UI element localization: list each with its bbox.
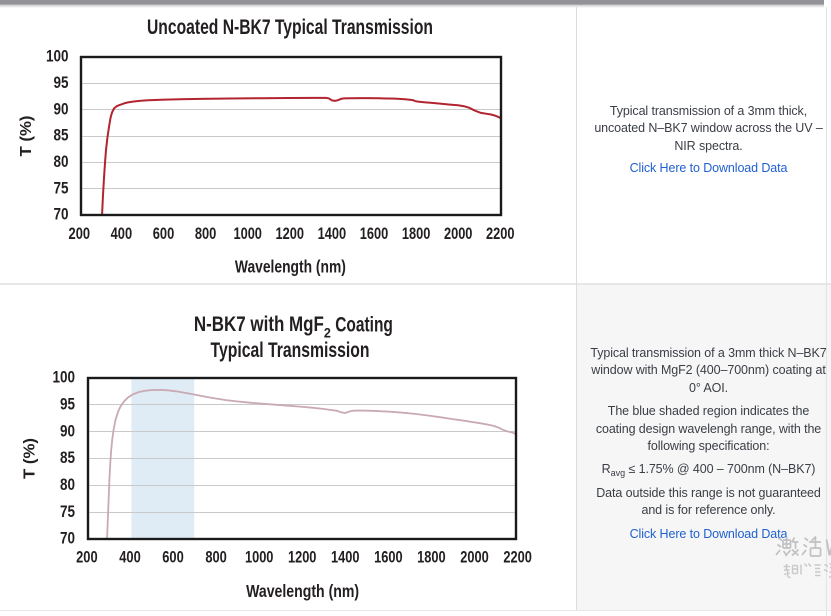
- svg-text:95: 95: [54, 74, 69, 92]
- svg-text:600: 600: [153, 225, 175, 243]
- svg-text:70: 70: [60, 530, 75, 548]
- svg-text:Uncoated N-BK7 Typical Transmi: Uncoated N-BK7 Typical Transmission: [147, 15, 433, 39]
- svg-text:1400: 1400: [318, 225, 347, 243]
- svg-text:1000: 1000: [233, 225, 262, 243]
- svg-text:2200: 2200: [486, 225, 515, 243]
- svg-text:800: 800: [195, 225, 217, 243]
- svg-text:Wavelength (nm): Wavelength (nm): [246, 581, 359, 601]
- svg-text:85: 85: [60, 449, 75, 467]
- svg-text:1600: 1600: [360, 225, 389, 243]
- svg-text:200: 200: [69, 225, 91, 243]
- svg-text:800: 800: [205, 548, 227, 566]
- svg-text:80: 80: [54, 153, 69, 171]
- svg-text:1200: 1200: [276, 225, 305, 243]
- svg-text:70: 70: [54, 206, 69, 224]
- svg-text:75: 75: [54, 179, 69, 197]
- svg-text:400: 400: [119, 548, 141, 566]
- svg-text:100: 100: [46, 48, 69, 66]
- svg-text:600: 600: [162, 548, 184, 566]
- svg-text:1800: 1800: [402, 225, 431, 243]
- svg-text:Wavelength (nm): Wavelength (nm): [235, 257, 346, 277]
- svg-text:1200: 1200: [288, 548, 317, 566]
- svg-text:1800: 1800: [417, 548, 446, 566]
- svg-text:Typical Transmission: Typical Transmission: [211, 338, 370, 362]
- svg-text:2000: 2000: [444, 225, 473, 243]
- svg-text:N-BK7 with MgF2 Coating: N-BK7 with MgF2 Coating: [194, 312, 393, 341]
- svg-text:90: 90: [54, 100, 69, 118]
- svg-text:90: 90: [60, 422, 75, 440]
- svg-text:1000: 1000: [245, 548, 274, 566]
- svg-text:75: 75: [60, 503, 75, 521]
- svg-text:1600: 1600: [374, 548, 403, 566]
- svg-text:85: 85: [54, 127, 69, 145]
- svg-text:T (%): T (%): [22, 438, 39, 479]
- svg-text:2000: 2000: [460, 548, 489, 566]
- svg-text:T (%): T (%): [18, 116, 35, 157]
- svg-text:1400: 1400: [331, 548, 360, 566]
- svg-text:400: 400: [111, 225, 133, 243]
- svg-text:100: 100: [53, 369, 76, 387]
- svg-text:95: 95: [60, 396, 75, 414]
- svg-text:2200: 2200: [503, 548, 532, 566]
- svg-text:80: 80: [60, 476, 75, 494]
- svg-text:200: 200: [76, 548, 98, 566]
